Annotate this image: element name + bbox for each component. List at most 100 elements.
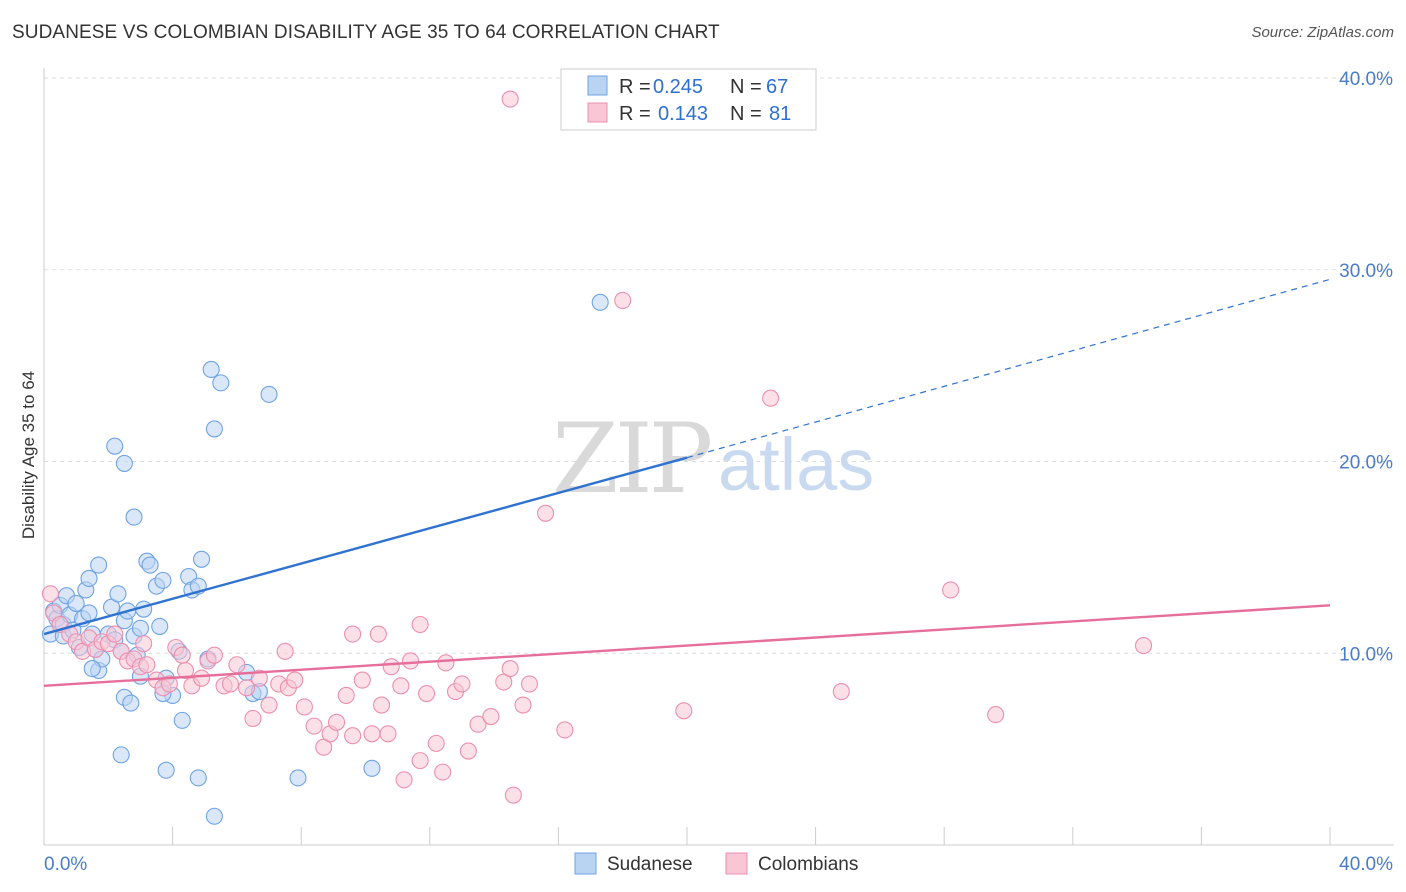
bottom-legend-swatch-sudanese [574, 852, 597, 875]
bottom-legend-colombians: Colombians [758, 854, 858, 875]
colombians-point-54 [469, 715, 487, 733]
sudanese-point-26 [90, 556, 108, 574]
y-axis-label: Disability Age 35 to 64 [19, 371, 38, 539]
colombians-point-39 [328, 713, 346, 731]
sudanese-point-65 [591, 293, 609, 311]
legend-box: R = 0.245 N = 67 R = 0.143 N = 81 [560, 68, 817, 131]
source-label: Source: ZipAtlas.com [1251, 24, 1394, 41]
sudanese-point-59 [157, 761, 175, 779]
sudanese-point-34 [151, 617, 169, 635]
colombians-point-55 [482, 707, 500, 726]
colombians-point-42 [353, 671, 371, 689]
colombians-point-36 [305, 717, 323, 735]
colombians-point-65 [832, 683, 850, 701]
colombians-point-75 [459, 742, 477, 760]
colombians-point-79 [135, 635, 153, 653]
colombians-point-60 [536, 504, 555, 522]
sudanese-trend-extension [686, 278, 1331, 459]
colombians-trend-line [43, 604, 1331, 688]
colombians-point-61 [556, 721, 574, 739]
colombians-point-66 [942, 581, 960, 599]
sudanese-point-35 [154, 571, 172, 589]
sudanese-point-57 [212, 374, 230, 392]
sudanese-trend-line [43, 456, 688, 636]
colombians-point-59 [520, 675, 539, 693]
colombians-point-74 [411, 615, 429, 634]
colombians-point-72 [344, 625, 362, 643]
colombians-point-0 [41, 585, 59, 603]
bottom-legend-sudanese: Sudanese [607, 854, 693, 875]
colombians-point-40 [337, 686, 355, 704]
gridlines [44, 77, 1394, 654]
legend-swatch-colombians [587, 102, 608, 123]
sudanese-point-44 [106, 437, 124, 455]
colombians-point-50 [427, 734, 445, 752]
colombians-point-30 [250, 669, 268, 687]
colombians-point-15 [138, 656, 156, 674]
sudanese-point-56 [202, 360, 220, 379]
colombians-point-45 [382, 658, 400, 676]
sudanese-point-32 [141, 556, 159, 574]
colombians-point-48 [411, 752, 429, 770]
legend-r-label-1: R = [619, 76, 651, 98]
colombians-point-73 [369, 625, 387, 643]
colombians-point-44 [373, 696, 391, 714]
legend-n-value-sudanese: 67 [766, 76, 788, 98]
colombians-point-43 [363, 725, 381, 743]
colombians-point-34 [286, 671, 304, 689]
x-tick-labels: 0.0% 40.0% [44, 854, 1393, 875]
sudanese-point-50 [83, 660, 101, 678]
bottom-legend: Sudanese Colombians [574, 852, 858, 875]
legend-r-value-colombians: 0.143 [658, 103, 708, 125]
colombians-point-69 [501, 90, 519, 108]
sudanese-point-9 [67, 594, 85, 612]
y-tick-labels: 10.0% 20.0% 30.0% 40.0% [1339, 69, 1393, 665]
sudanese-point-49 [122, 694, 140, 712]
colombians-point-63 [675, 702, 693, 720]
legend-r-label-2: R = [619, 103, 651, 125]
colombians-point-27 [228, 656, 246, 674]
legend-n-label-2: N = [730, 103, 762, 125]
sudanese-point-63 [363, 759, 381, 777]
legend-n-value-colombians: 81 [769, 103, 791, 125]
legend-n-label-1: N = [730, 76, 762, 98]
y-tick-label-1: 20.0% [1339, 453, 1393, 474]
y-tick-label-0: 10.0% [1339, 644, 1393, 665]
axes [43, 68, 1394, 846]
series-colombians-points [41, 90, 1153, 804]
sudanese-point-39 [173, 711, 191, 729]
colombians-point-29 [244, 709, 262, 727]
colombians-point-28 [237, 679, 256, 697]
colombians-point-35 [295, 698, 313, 716]
sudanese-point-25 [80, 569, 98, 588]
trend-lines [43, 278, 1331, 688]
colombians-point-68 [1134, 637, 1153, 655]
colombians-point-71 [173, 646, 191, 664]
colombians-point-46 [392, 677, 410, 695]
watermark-zip: ZIP [552, 403, 711, 515]
x-tick-label-0: 0.0% [44, 854, 87, 875]
sudanese-point-29 [131, 619, 149, 637]
colombians-point-80 [379, 725, 397, 743]
bottom-legend-swatch-colombians [725, 852, 748, 875]
colombians-point-49 [418, 684, 436, 703]
colombians-point-57 [501, 660, 519, 678]
colombians-point-77 [395, 771, 413, 789]
sudanese-point-64 [112, 746, 130, 764]
sudanese-point-46 [125, 508, 143, 526]
colombians-point-76 [504, 786, 522, 804]
sudanese-point-55 [260, 385, 278, 403]
legend-swatch-sudanese [587, 75, 608, 96]
colombians-point-78 [434, 763, 452, 781]
sudanese-point-21 [109, 585, 127, 603]
sudanese-point-60 [189, 769, 207, 787]
sudanese-point-61 [205, 807, 223, 825]
colombians-point-24 [205, 646, 223, 664]
colombians-point-10 [106, 625, 124, 643]
colombians-point-47 [401, 652, 420, 670]
sudanese-point-13 [80, 604, 98, 622]
y-tick-label-3: 40.0% [1339, 69, 1393, 90]
watermark: ZIP atlas [552, 403, 874, 515]
sudanese-point-43 [192, 550, 211, 568]
